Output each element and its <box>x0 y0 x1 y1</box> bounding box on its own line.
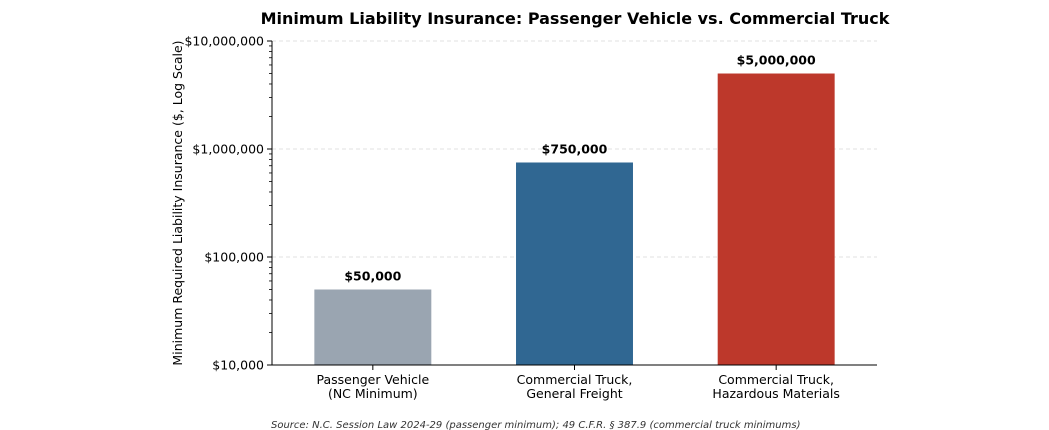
bar <box>516 162 633 365</box>
y-axis-label: Minimum Required Liability Insurance ($,… <box>170 40 185 365</box>
y-ticks: $10,000 $100,000 $1,000,000 $10,000,000 <box>184 34 272 373</box>
bar-value-label: $5,000,000 <box>737 53 816 68</box>
bars <box>314 73 835 366</box>
bar-value-label: $750,000 <box>542 141 608 156</box>
x-tick-label: Commercial Truck, General Freight <box>517 372 633 401</box>
bar <box>717 73 835 366</box>
source-note: Source: N.C. Session Law 2024-29 (passen… <box>271 420 800 430</box>
bar <box>314 289 432 365</box>
y-tick-label: $100,000 <box>204 250 264 265</box>
chart-title: Minimum Liability Insurance: Passenger V… <box>261 9 890 28</box>
x-tick-label: Commercial Truck, Hazardous Materials <box>712 372 839 401</box>
y-tick-label: $10,000 <box>212 358 264 373</box>
x-ticks: Passenger Vehicle (NC Minimum) Commercial … <box>316 365 840 401</box>
y-tick-label: $10,000,000 <box>184 34 264 49</box>
bar-value-label: $50,000 <box>344 269 401 284</box>
data-labels: $50,000 $750,000 $5,000,000 <box>344 53 816 284</box>
x-tick-label: Passenger Vehicle (NC Minimum) <box>316 372 429 401</box>
y-tick-label: $1,000,000 <box>192 142 264 157</box>
